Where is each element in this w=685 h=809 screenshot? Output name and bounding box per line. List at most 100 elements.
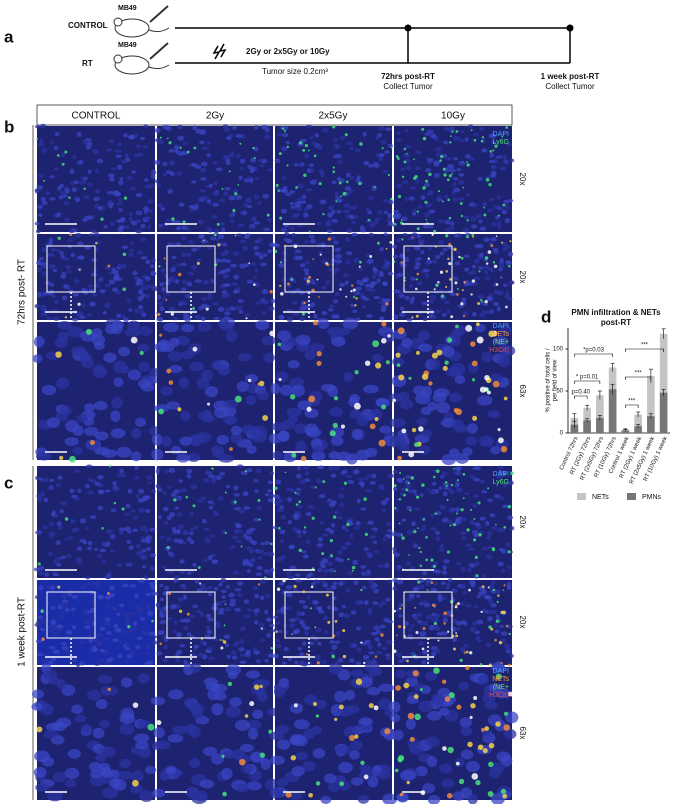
nucleus bbox=[152, 788, 166, 798]
nucleus bbox=[224, 187, 231, 191]
nucleus bbox=[453, 187, 460, 193]
signal bbox=[279, 261, 282, 264]
nucleus bbox=[259, 595, 265, 601]
nucleus bbox=[466, 193, 471, 197]
nucleus bbox=[124, 526, 131, 532]
nucleus bbox=[254, 283, 261, 288]
nucleus bbox=[133, 516, 139, 520]
nucleus bbox=[322, 568, 330, 574]
nucleus bbox=[94, 188, 101, 194]
nucleus bbox=[116, 612, 121, 616]
signal bbox=[306, 406, 312, 412]
nucleus bbox=[462, 447, 473, 456]
nucleus bbox=[387, 473, 395, 479]
nucleus bbox=[287, 575, 295, 580]
nucleus bbox=[162, 172, 167, 177]
panel-letter: d bbox=[541, 307, 551, 326]
signal bbox=[398, 374, 405, 381]
significance-label: *** bbox=[641, 343, 649, 349]
nucleus bbox=[320, 242, 326, 248]
nucleus bbox=[82, 540, 88, 545]
nucleus bbox=[287, 360, 300, 369]
nucleus bbox=[260, 579, 266, 585]
nucleus bbox=[487, 530, 493, 536]
nucleus bbox=[294, 423, 307, 435]
signal bbox=[399, 472, 402, 475]
nucleus bbox=[252, 425, 268, 438]
nucleus bbox=[133, 153, 139, 157]
nucleus bbox=[299, 479, 306, 485]
nucleus bbox=[150, 489, 156, 494]
nucleus bbox=[128, 248, 134, 253]
nucleus bbox=[180, 323, 195, 333]
nucleus bbox=[254, 593, 260, 599]
nucleus bbox=[33, 567, 41, 572]
signal bbox=[478, 532, 482, 537]
stain-label: Ly6G bbox=[493, 479, 509, 486]
signal bbox=[472, 415, 478, 421]
nucleus bbox=[283, 647, 289, 652]
signal bbox=[431, 603, 435, 607]
nucleus bbox=[243, 558, 249, 564]
nucleus bbox=[226, 135, 232, 141]
signal bbox=[474, 555, 478, 559]
nucleus bbox=[373, 589, 379, 594]
nucleus bbox=[206, 646, 214, 651]
signal bbox=[403, 160, 407, 164]
nucleus bbox=[217, 611, 225, 615]
nucleus bbox=[187, 271, 195, 276]
signal bbox=[459, 658, 463, 662]
nucleus bbox=[263, 227, 270, 232]
signal bbox=[303, 526, 307, 529]
signal bbox=[335, 200, 338, 202]
nucleus bbox=[280, 258, 288, 263]
nucleus bbox=[387, 529, 393, 533]
nucleus bbox=[255, 301, 262, 305]
signal bbox=[253, 156, 256, 160]
nucleus bbox=[87, 169, 92, 175]
signal bbox=[407, 712, 415, 720]
signal bbox=[448, 216, 452, 220]
nucleus bbox=[243, 614, 251, 619]
nucleus bbox=[134, 417, 147, 427]
nucleus bbox=[49, 628, 55, 633]
signal bbox=[354, 370, 359, 375]
bar bbox=[596, 417, 604, 433]
signal bbox=[286, 145, 290, 149]
nucleus bbox=[256, 659, 261, 663]
nucleus bbox=[154, 404, 170, 413]
nucleus bbox=[176, 453, 190, 463]
nucleus bbox=[36, 267, 42, 273]
nucleus bbox=[496, 306, 502, 312]
nucleus bbox=[357, 477, 364, 481]
timepoint-action: Collect Tumor bbox=[545, 82, 595, 91]
nucleus bbox=[137, 672, 150, 684]
nucleus bbox=[187, 452, 201, 462]
nucleus bbox=[325, 222, 332, 227]
nucleus bbox=[392, 586, 398, 591]
signal bbox=[470, 293, 473, 296]
nucleus bbox=[111, 396, 123, 409]
signal bbox=[381, 338, 387, 344]
signal bbox=[59, 455, 64, 461]
nucleus bbox=[158, 515, 163, 519]
nucleus bbox=[95, 753, 107, 762]
nucleus bbox=[88, 638, 94, 644]
signal bbox=[450, 483, 454, 487]
nucleus bbox=[461, 536, 467, 541]
micrograph bbox=[389, 663, 519, 805]
nucleus bbox=[201, 519, 207, 524]
nucleus bbox=[403, 257, 410, 263]
nucleus bbox=[111, 267, 116, 272]
nucleus bbox=[167, 733, 184, 743]
signal bbox=[453, 247, 457, 252]
nucleus bbox=[385, 127, 392, 131]
signal bbox=[295, 186, 298, 189]
nucleus bbox=[308, 163, 315, 168]
nucleus bbox=[487, 616, 493, 622]
nucleus bbox=[136, 250, 144, 255]
signal bbox=[266, 213, 270, 217]
nucleus bbox=[158, 223, 163, 228]
nucleus bbox=[242, 210, 247, 216]
nucleus bbox=[65, 264, 71, 270]
